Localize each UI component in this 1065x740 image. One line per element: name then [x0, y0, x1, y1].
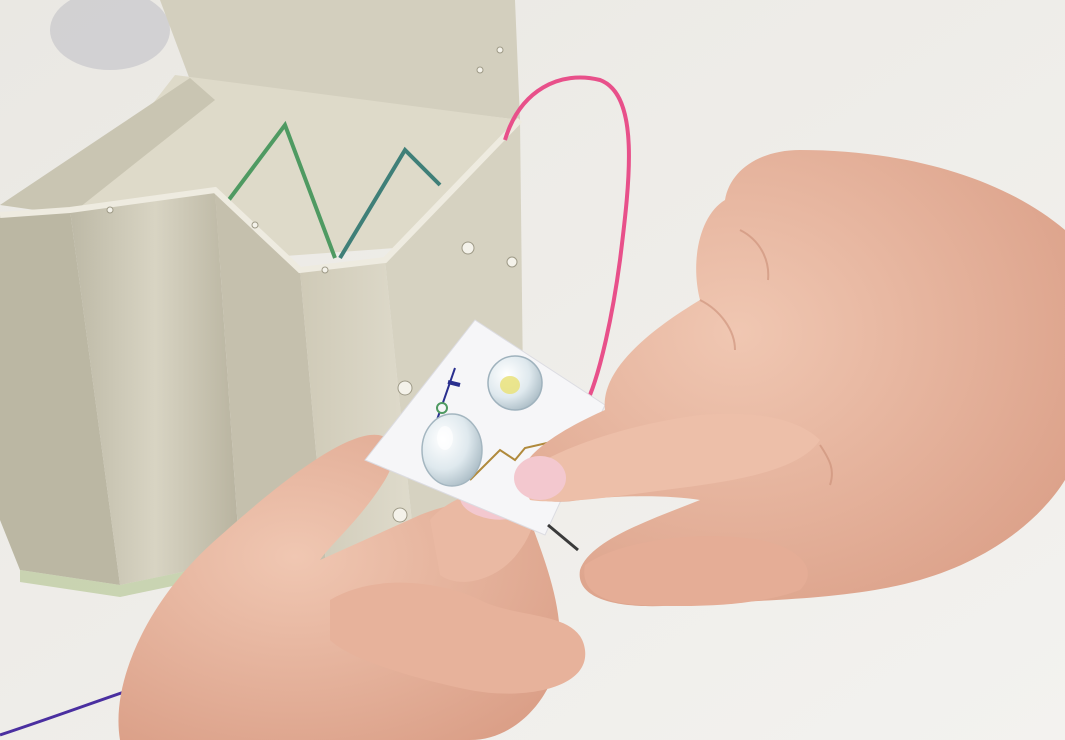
left-finger-lower: [330, 582, 586, 694]
lamp-rim: [0, 117, 523, 274]
pink-wire: [503, 75, 631, 396]
lamp-back-flap: [160, 0, 520, 120]
led-clear: [421, 413, 483, 487]
right-hand: [514, 150, 1065, 607]
component-leg: [547, 523, 579, 552]
left-hand: [118, 434, 586, 740]
right-index-finger: [520, 413, 820, 502]
teal-wire: [338, 146, 442, 260]
lamp-face-left: [0, 210, 120, 585]
right-finger-lower: [584, 536, 808, 607]
card-trace-blue-mark: [447, 380, 461, 387]
right-hand-back: [520, 150, 1065, 607]
green-wire: [223, 120, 337, 259]
lamp-left-flap: [0, 78, 215, 215]
card-contact: [436, 402, 448, 414]
right-index-nail: [514, 456, 566, 500]
led-yellow: [487, 355, 543, 411]
purple-wire: [0, 688, 131, 737]
blur-dark-object: [50, 0, 170, 70]
lamp-face-mid-left: [70, 190, 240, 585]
lamp-rivets: [106, 46, 518, 523]
right-knuckle-lines: [699, 229, 833, 486]
